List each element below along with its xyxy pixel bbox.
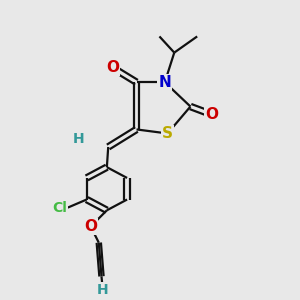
Text: H: H (97, 283, 109, 297)
Text: O: O (106, 60, 119, 75)
Text: Cl: Cl (52, 201, 67, 214)
Text: S: S (162, 126, 173, 141)
Text: O: O (206, 107, 218, 122)
Text: O: O (84, 219, 97, 234)
Text: N: N (158, 75, 171, 90)
Text: H: H (73, 132, 84, 146)
